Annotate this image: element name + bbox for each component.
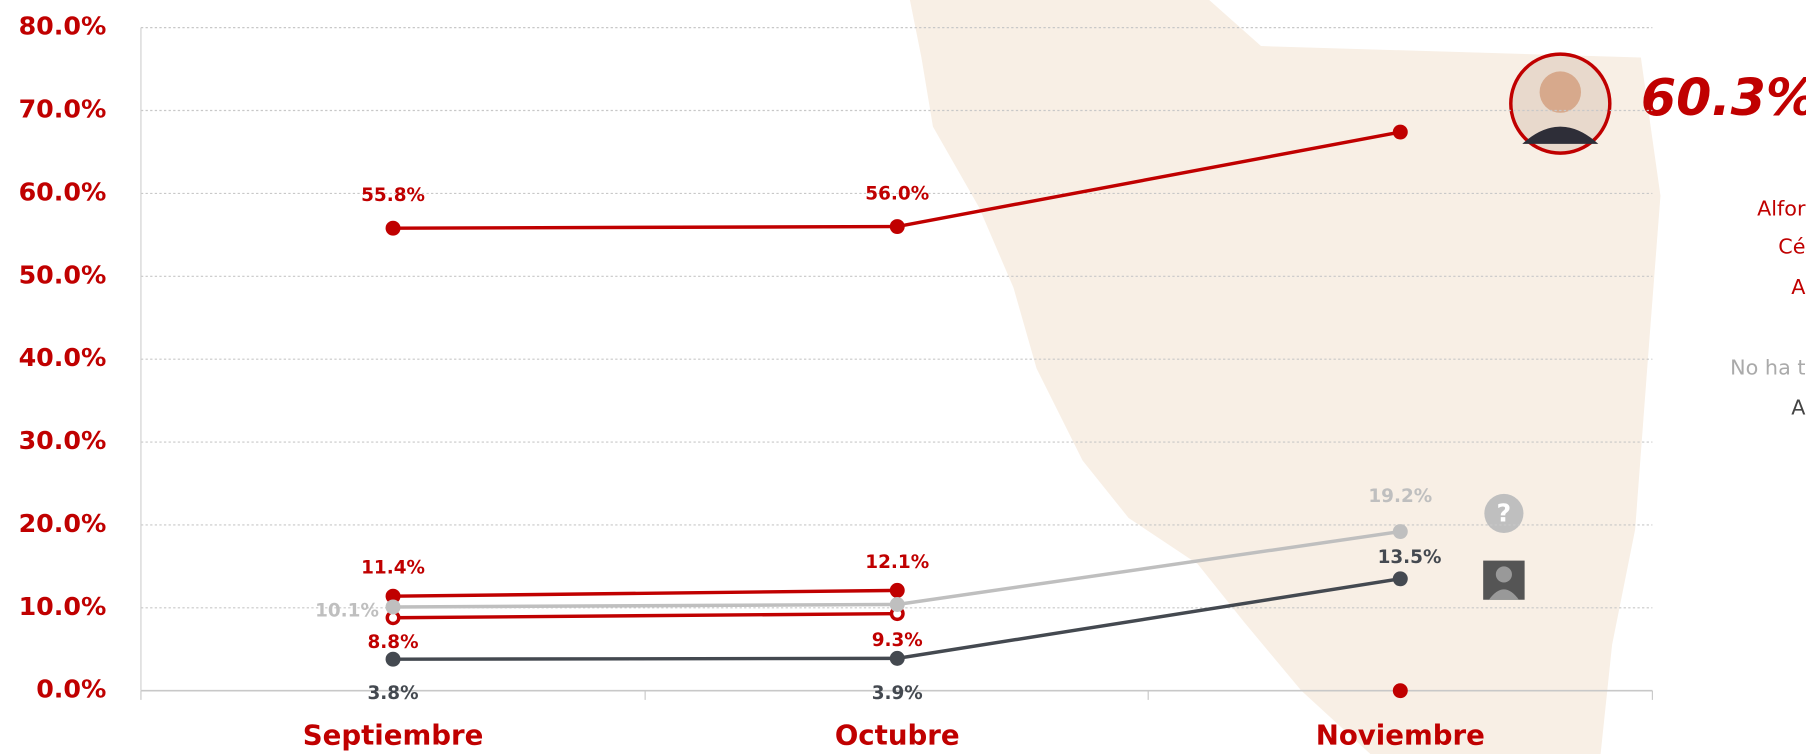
data-label: 3.8%: [368, 683, 419, 704]
data-label: 10.1%: [315, 601, 379, 622]
data-point: [386, 652, 401, 667]
legend-entry: A: [1791, 275, 1805, 299]
y-tick-label: 60.0%: [19, 176, 107, 206]
annotation: 60.3%: [1641, 68, 1806, 127]
y-tick-label: 30.0%: [19, 425, 107, 455]
data-point: [386, 599, 401, 614]
y-tick-label: 10.0%: [19, 591, 107, 621]
legend-entry: Alfor: [1757, 197, 1806, 221]
person-icon: [1483, 561, 1524, 600]
y-tick-label: 50.0%: [19, 259, 107, 289]
data-point: [1393, 683, 1408, 698]
data-label: 3.9%: [872, 683, 923, 704]
y-tick-label: 20.0%: [19, 508, 107, 538]
data-label: 12.1%: [865, 552, 929, 573]
data-point: [386, 221, 401, 236]
chart: ? 60.3% 0.0% 10.0% 20.0% 30.0% 40.0% 50.0% 60.…: [0, 0, 1806, 754]
data-point: [1393, 571, 1408, 586]
legend-entry: No ha t: [1730, 355, 1805, 379]
x-tick-label: Octubre: [835, 719, 960, 752]
data-label: 55.8%: [361, 185, 425, 206]
x-tick-label: Noviembre: [1316, 719, 1485, 752]
data-point: [1393, 524, 1408, 539]
data-label: 8.8%: [368, 632, 419, 653]
data-label: 56.0%: [865, 183, 929, 204]
y-tick-label: 70.0%: [19, 94, 107, 124]
legend-entry: A: [1791, 396, 1805, 420]
data-point: [890, 597, 905, 612]
x-tick-label: Septiembre: [303, 719, 484, 752]
data-label: 13.5%: [1378, 547, 1442, 568]
data-point: [890, 583, 905, 598]
series-line: [393, 614, 897, 618]
y-tick-label: 40.0%: [19, 342, 107, 372]
photo-icon: [1511, 54, 1610, 153]
data-point: [890, 219, 905, 234]
question-icon: ?: [1484, 494, 1523, 533]
data-label: 9.3%: [872, 630, 923, 651]
data-point: [1393, 125, 1408, 140]
svg-text:?: ?: [1497, 498, 1512, 528]
data-point: [890, 651, 905, 666]
y-tick-label: 80.0%: [19, 11, 107, 41]
data-label: 11.4%: [361, 558, 425, 579]
data-label: 19.2%: [1368, 486, 1432, 507]
legend-entry: Cé: [1778, 234, 1805, 258]
series-line: [393, 590, 897, 596]
y-tick-label: 0.0%: [36, 674, 106, 704]
